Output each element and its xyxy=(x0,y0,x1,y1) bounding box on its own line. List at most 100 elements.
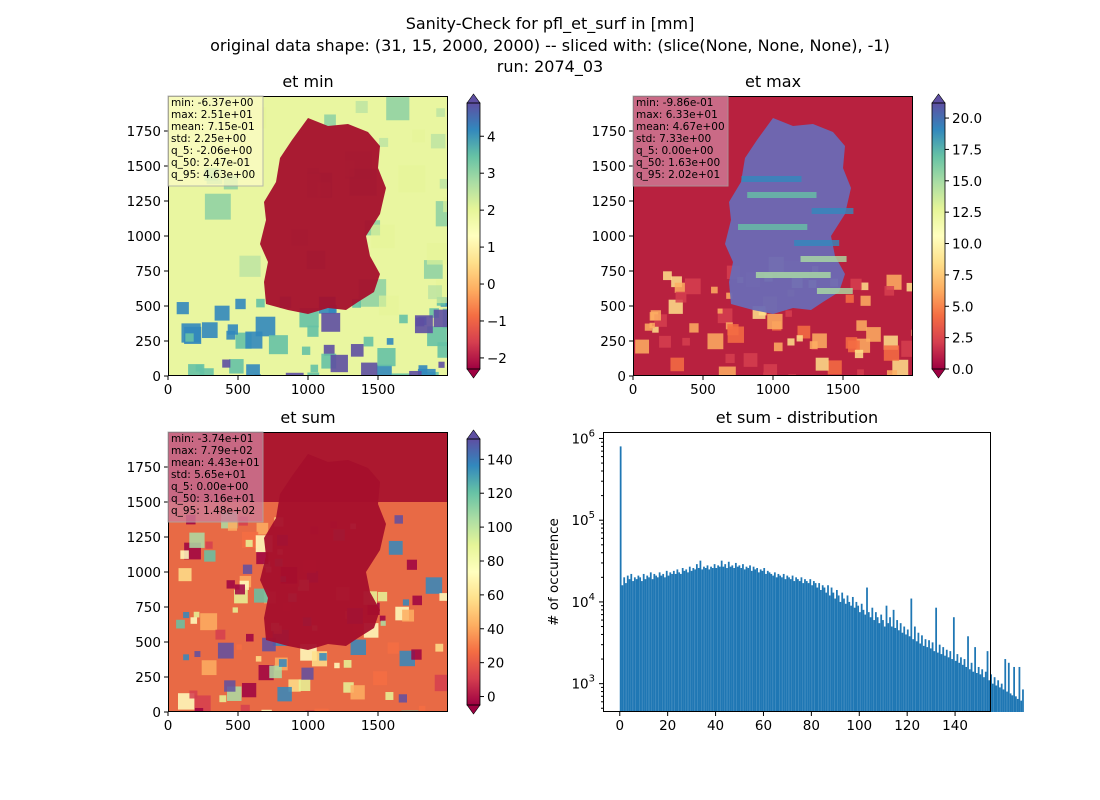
histogram-bar xyxy=(860,603,863,712)
histogram-bar xyxy=(958,662,961,712)
histogram-bar xyxy=(910,598,913,712)
histogram-bar xyxy=(687,572,689,712)
histogram-bar xyxy=(758,572,760,712)
stats-line: q_5: -2.06e+00 xyxy=(171,145,252,157)
heatmap-cell xyxy=(222,359,231,368)
y-tick-label: 106 xyxy=(571,428,595,447)
histogram-bar xyxy=(933,651,936,712)
heatmap-plot-area: 0 500 1000 1500 0 250 500 750 1000 1250 1500 1750 et… xyxy=(127,72,448,398)
histogram-bar xyxy=(940,654,943,712)
histogram-bar xyxy=(827,585,829,712)
histogram-bar xyxy=(1004,659,1007,712)
y-tick-label: 500 xyxy=(600,299,626,315)
histogram-bar xyxy=(843,598,845,712)
histogram-bar xyxy=(773,572,776,712)
y-tick-label: 250 xyxy=(600,334,626,350)
histogram-bar xyxy=(651,579,654,712)
heatmap-cell xyxy=(194,651,201,658)
heatmap-cell xyxy=(827,360,842,375)
histogram-bar xyxy=(674,573,677,712)
heatmap-cell xyxy=(717,308,723,314)
heatmap-cell xyxy=(414,315,433,334)
histogram-bar xyxy=(820,589,822,712)
heatmap-cell xyxy=(800,256,847,262)
histogram-bar xyxy=(878,623,881,712)
histogram-bar xyxy=(793,581,796,712)
colorbar-extend-min xyxy=(931,368,946,379)
stats-box-background xyxy=(632,95,729,187)
histogram-bar xyxy=(809,579,812,712)
heatmap-cell xyxy=(860,295,871,306)
heatmap-cell xyxy=(668,299,683,314)
heatmap-cell xyxy=(767,313,783,330)
stats-line: q_5: 0.00e+00 xyxy=(636,145,713,157)
histogram-bar xyxy=(761,570,764,712)
colorbar-tick-label: 15.0 xyxy=(952,174,982,190)
stats-line: q_95: 4.63e+00 xyxy=(171,169,255,181)
heatmap-cell xyxy=(423,260,443,279)
heatmap-cell xyxy=(380,620,386,626)
heatmap-cell xyxy=(426,243,448,265)
histogram-bar xyxy=(655,575,657,712)
stats-line: q_95: 1.48e+02 xyxy=(171,505,255,517)
histogram-bar xyxy=(672,570,675,712)
histogram-bar xyxy=(905,634,907,712)
heatmap-cell xyxy=(298,679,311,692)
histogram-bar xyxy=(1020,700,1023,712)
histogram-bar xyxy=(970,662,973,712)
histogram-bar xyxy=(625,583,627,712)
heatmap-cell xyxy=(682,337,690,346)
heatmap-cell xyxy=(246,364,260,376)
heatmap-cell xyxy=(361,362,378,376)
histogram-bar xyxy=(997,680,1000,712)
heatmap-cell xyxy=(194,707,204,712)
histogram-bar xyxy=(715,568,718,712)
histogram-bar xyxy=(873,620,875,712)
histogram-bar xyxy=(866,587,868,712)
colorbar-frame xyxy=(466,102,481,370)
heatmap-cell xyxy=(224,680,236,692)
histogram-bar xyxy=(825,592,828,712)
y-tick-label: 1250 xyxy=(127,530,161,546)
y-tick-label: 1250 xyxy=(592,194,626,210)
histogram-bar xyxy=(681,568,684,712)
x-tick-label: 140 xyxy=(942,718,968,734)
x-tick-label: 0 xyxy=(164,718,173,734)
heatmap-cell xyxy=(670,357,685,372)
colorbar-tick-label: 10.0 xyxy=(952,237,982,253)
histogram-bar xyxy=(805,581,808,712)
histogram-bar xyxy=(1011,695,1014,712)
histogram-bar xyxy=(747,568,750,712)
histogram-bar xyxy=(981,669,984,712)
heatmap-cell xyxy=(278,659,287,667)
histogram-bar xyxy=(944,655,946,712)
histogram-bar xyxy=(708,569,711,712)
heatmap-cell xyxy=(854,349,864,359)
histogram-bar xyxy=(692,568,695,712)
histogram-bar xyxy=(798,581,801,712)
histogram-bar xyxy=(779,575,782,712)
heatmap-cell xyxy=(215,629,226,640)
colorbar-extend-max xyxy=(466,93,481,104)
stats-line: min: -3.74e+01 xyxy=(171,433,253,445)
histogram-bar xyxy=(839,601,842,712)
histogram-bar xyxy=(626,575,629,712)
histogram-bar xyxy=(658,572,661,712)
heatmap-cell xyxy=(794,240,840,246)
heatmap-cell xyxy=(398,165,426,193)
histogram-bar xyxy=(915,641,918,712)
histogram-bar xyxy=(1007,662,1010,712)
histogram-bar xyxy=(887,623,890,712)
histogram-bar xyxy=(685,569,688,712)
histogram-bar xyxy=(931,642,934,712)
y-tick-label: 1750 xyxy=(127,460,161,476)
histogram-bar xyxy=(781,577,783,712)
suptitle-line-1: Sanity-Check for pfl_et_surf in [mm] xyxy=(406,14,695,34)
histogram-bar xyxy=(1013,666,1015,712)
colorbar-tick-label: 17.5 xyxy=(952,142,982,158)
heatmap-et-min: 0 500 1000 1500 0 250 500 750 1000 1250 1500 1750 et… xyxy=(127,72,507,398)
heatmap-cell xyxy=(386,97,410,121)
histogram-bar xyxy=(1022,689,1024,712)
y-tick-label: 250 xyxy=(135,670,161,686)
